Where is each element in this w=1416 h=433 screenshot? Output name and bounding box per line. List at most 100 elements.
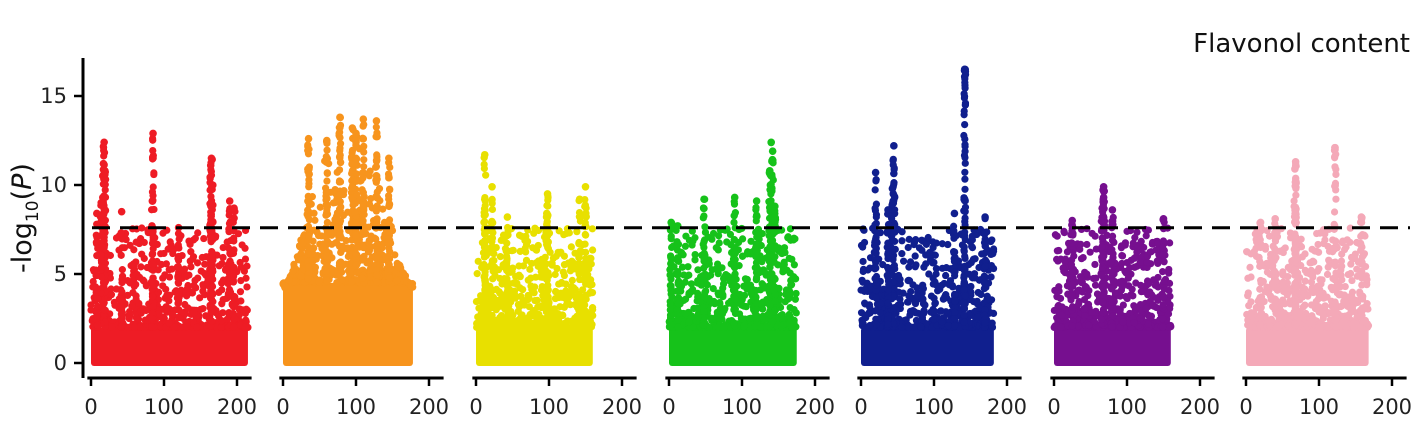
snp-point: [785, 311, 794, 319]
snp-point: [165, 319, 173, 327]
snp-point: [379, 205, 387, 213]
snp-point: [904, 243, 912, 252]
snp-point: [753, 264, 761, 272]
snp-point: [124, 323, 132, 331]
snp-point: [489, 262, 497, 270]
snp-point: [913, 284, 921, 292]
snp-point: [576, 295, 585, 304]
snp-point: [336, 151, 344, 159]
snp-point: [118, 244, 126, 252]
snp-point: [322, 157, 330, 165]
snp-point: [474, 313, 482, 321]
snp-point: [946, 277, 955, 285]
snp-point: [480, 253, 489, 261]
snp-point: [567, 263, 575, 271]
snp-point: [961, 208, 969, 216]
snp-point: [149, 228, 157, 237]
snp-point: [543, 307, 551, 315]
snp-point: [132, 296, 140, 304]
snp-point: [731, 224, 739, 232]
snp-point: [1068, 239, 1076, 247]
snp-point: [567, 243, 575, 251]
snp-point: [517, 314, 525, 322]
snp-point: [335, 242, 344, 250]
snp-point: [1092, 245, 1100, 253]
snp-point: [942, 308, 950, 316]
snp-point: [938, 240, 946, 248]
snp-point: [495, 266, 503, 274]
snp-point: [904, 298, 912, 306]
x-tick-label: 200: [987, 395, 1027, 419]
snp-point: [889, 161, 897, 169]
x-tick-label: 200: [602, 395, 642, 419]
snp-point: [353, 269, 361, 277]
snp-point: [496, 252, 505, 261]
snp-point: [1131, 234, 1139, 242]
snp-point: [542, 289, 551, 297]
snp-point: [731, 305, 739, 313]
y-axis-label-paren-close: ): [7, 163, 38, 174]
snp-point: [919, 281, 927, 289]
snp-point: [974, 288, 982, 297]
snp-point: [884, 315, 892, 324]
snp-point: [230, 263, 238, 271]
snp-point: [1118, 277, 1126, 285]
snp-point: [674, 271, 682, 279]
snp-point: [1133, 248, 1141, 256]
snp-point: [534, 303, 542, 311]
snp-point: [922, 240, 931, 248]
snp-point: [582, 268, 590, 276]
snp-point: [118, 288, 126, 296]
snp-point: [784, 233, 792, 241]
snp-point: [1314, 240, 1322, 249]
snp-point: [488, 217, 496, 225]
snp-point: [1166, 304, 1174, 313]
snp-point: [481, 307, 490, 315]
snp-point: [201, 270, 209, 278]
snp-point: [200, 234, 208, 243]
x-tick-label: 0: [854, 395, 867, 419]
snp-point: [304, 243, 313, 251]
snp-point: [525, 303, 533, 311]
snp-point: [938, 318, 946, 326]
x-tick-label: 0: [84, 395, 97, 419]
snp-point: [488, 303, 496, 312]
snp-point: [753, 314, 761, 322]
snp-point: [866, 321, 874, 330]
snp-point: [885, 281, 893, 289]
snp-point: [1165, 265, 1173, 274]
snp-point: [766, 233, 774, 241]
peak-snp-point: [97, 199, 106, 207]
snp-point: [385, 274, 394, 282]
snp-point: [950, 227, 958, 235]
snp-point: [790, 261, 798, 269]
snp-point: [135, 273, 144, 281]
y-axis-label-variable: P: [7, 173, 38, 190]
snp-point: [503, 254, 511, 263]
snp-point: [872, 211, 881, 219]
snp-point: [906, 258, 915, 266]
peak-snp-point: [700, 195, 708, 204]
snp-point: [183, 322, 191, 331]
snp-point: [497, 318, 505, 326]
snp-point: [872, 249, 880, 257]
snp-point: [472, 297, 481, 306]
snp-point: [517, 292, 525, 300]
snp-point: [961, 84, 969, 92]
snp-point: [149, 266, 157, 274]
x-tick-label: 100: [336, 395, 376, 419]
snp-point: [771, 253, 779, 261]
snp-point: [496, 274, 504, 283]
peak-snp-point: [99, 159, 108, 168]
snp-point: [975, 263, 983, 272]
peak-snp-point: [488, 182, 496, 191]
snp-point: [515, 262, 523, 270]
snp-point: [504, 310, 512, 318]
snp-point: [535, 310, 543, 319]
snp-point: [960, 274, 968, 282]
snp-point: [1108, 236, 1117, 244]
snp-point: [282, 282, 290, 291]
snp-point: [336, 227, 344, 236]
snp-point: [353, 170, 361, 178]
snp-point: [101, 186, 109, 194]
